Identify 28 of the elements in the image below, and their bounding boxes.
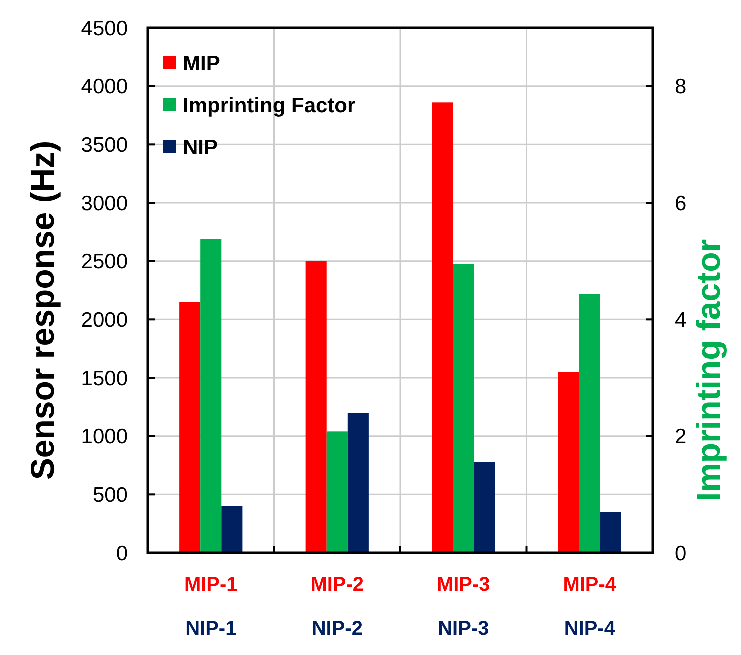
y-tick-label: 4000 (81, 76, 128, 99)
y-tick-label: 2000 (81, 309, 128, 332)
bar (222, 506, 243, 553)
y2-tick-label: 2 (675, 426, 687, 449)
legend-label: NIP (183, 136, 218, 160)
legend-label: Imprinting Factor (183, 94, 356, 118)
x-tick-label: MIP-2 NIP-2 (310, 574, 364, 640)
y-tick-label: 3500 (81, 134, 128, 158)
y-tick-label: 1500 (81, 367, 128, 390)
y2-tick-label: 0 (675, 542, 687, 566)
y-tick-label: 4500 (81, 17, 128, 40)
y-tick-label: 0 (116, 542, 128, 566)
bar (474, 462, 496, 553)
y2-tick-label: 6 (675, 192, 687, 216)
bar (306, 261, 327, 553)
x-tick-label: MIP-1 NIP-1 (184, 574, 238, 640)
y2-tick-label: 8 (675, 76, 687, 99)
x-tick-label: MIP-3 NIP-3 (436, 574, 490, 640)
y-tick-label: 500 (92, 484, 128, 508)
x-tick-label: MIP-4 NIP-4 (563, 574, 618, 640)
y2-axis-title: Imprinting factor (690, 239, 727, 502)
legend-label: MIP (183, 52, 220, 76)
y2-tick-label: 4 (675, 309, 687, 332)
y-tick-label: 1000 (81, 426, 128, 449)
bar (600, 512, 622, 553)
y-axis-title: Sensor response (Hz) (24, 140, 61, 480)
y-tick-label: 3000 (81, 192, 128, 216)
y-tick-label: 2500 (81, 250, 128, 274)
